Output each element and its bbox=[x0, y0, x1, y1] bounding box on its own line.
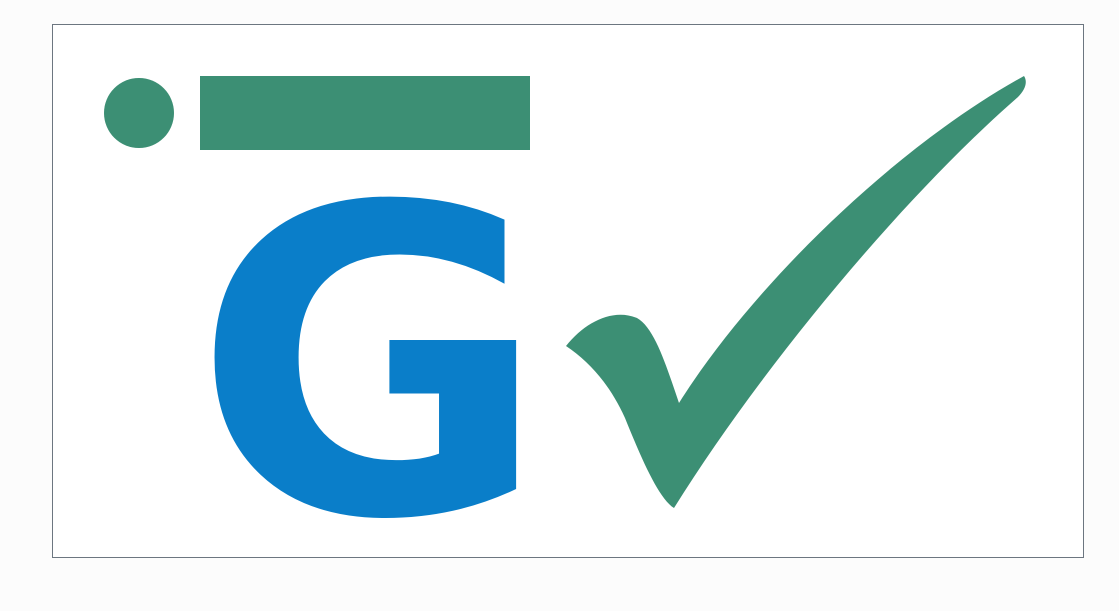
checkmark-icon bbox=[566, 76, 1026, 508]
letter-g: G bbox=[193, 119, 548, 611]
bar-mark bbox=[200, 76, 530, 150]
dot-mark bbox=[104, 78, 174, 148]
